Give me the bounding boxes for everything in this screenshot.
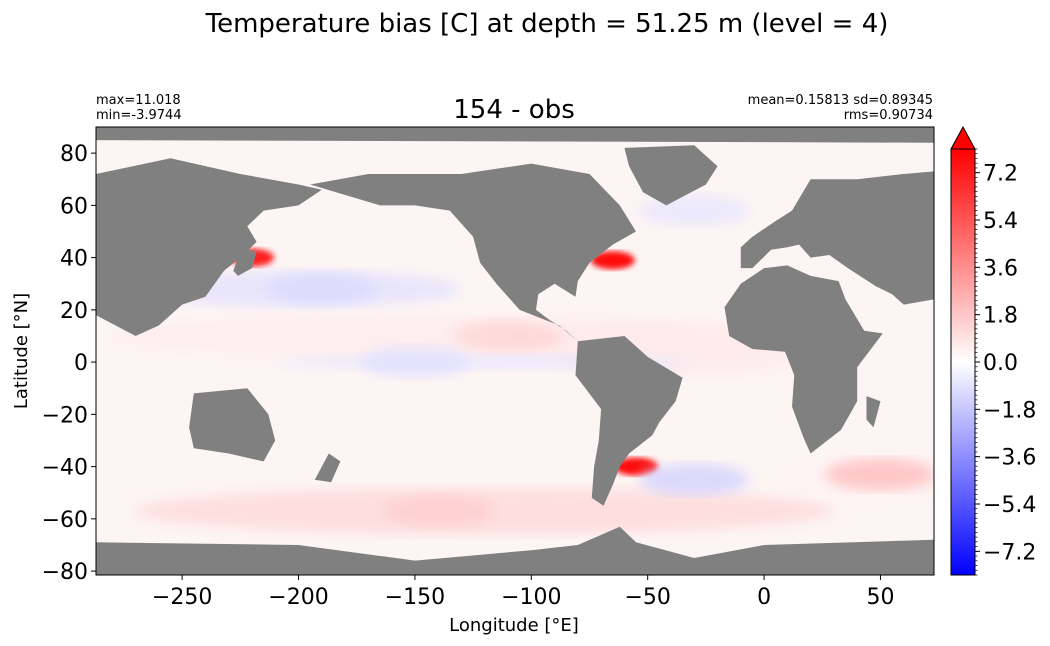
plot-frame [95,126,935,576]
y-tick-label: −40 [42,456,88,481]
x-tick-label: −50 [624,585,670,610]
x-tick-label: −100 [501,585,561,610]
bias-feature-6 [359,346,470,379]
colorbar-tick-label: 0.0 [983,351,1018,376]
x-tick-label: −250 [152,585,212,610]
land-madagascar [866,396,881,428]
bias-feature-3 [383,495,494,527]
y-tick-label: 20 [60,299,88,324]
colorbar-tick-label: 7.2 [983,162,1018,187]
stats-right-rms: rms=0.90734 [844,108,933,123]
stats-left-max: max=11.018 [96,93,181,108]
colorbar-tick-label: −5.4 [983,493,1036,518]
y-tick-label: 40 [60,247,88,272]
colorbar-tick-label: −3.6 [983,446,1036,471]
land-japan [233,247,257,276]
y-tick-label: −80 [42,560,88,585]
colorbar-extend-max-arrow [950,125,976,150]
y-tick-label: −60 [42,508,88,533]
land-greenland [624,145,718,206]
land-south-america [575,336,683,506]
y-axis-label: Latitude [°N] [11,293,32,409]
land-new-zealand [314,453,341,483]
y-tick-label: −20 [42,403,88,428]
suptitle: Temperature bias [C] at depth = 51.25 m … [205,9,889,39]
land-arctic-cap [96,127,934,143]
map-plot-area [96,127,934,575]
colorbar-tick-label: 5.4 [983,209,1018,234]
bias-feature-5 [453,319,564,352]
x-tick-label: 0 [757,585,771,610]
x-tick-label: −200 [268,585,328,610]
land-antarctica [96,526,934,575]
x-axis-label: Longitude [°E] [449,615,579,636]
x-tick-label: −150 [385,585,445,610]
y-tick-label: 0 [74,351,88,376]
land-north-america [310,163,636,342]
bias-feature-2 [614,457,659,476]
bias-feature-8 [639,463,750,496]
colorbar-tick-label: −1.8 [983,398,1036,423]
y-axis: −80 −60 −40 −20 0 20 40 60 80 [42,142,96,585]
x-axis: −250 −200 −150 −100 −50 0 50 [152,575,894,610]
chart-title: 154 - obs [453,95,575,125]
land-eurasia-west [740,171,934,305]
land-africa [724,265,883,454]
stats-left-min: min=-3.9744 [96,108,182,123]
bias-feature-4 [825,458,934,491]
y-tick-label: 60 [60,194,88,219]
bias-feature-7 [266,272,377,305]
stats-right-mean-sd: mean=0.15813 sd=0.89345 [748,93,933,108]
land-eurasia-east [96,158,322,336]
colorbar-gradient [950,148,976,576]
land-mask [96,127,934,575]
land-australia [189,388,276,462]
colorbar-ticks: −7.2 −5.4 −3.6 −1.8 0.0 1.8 3.6 5.4 7.2 [975,148,1036,576]
x-tick-label: 50 [866,585,894,610]
colorbar-tick-label: −7.2 [983,540,1036,565]
y-tick-label: 80 [60,142,88,167]
colorbar-tick-label: 1.8 [983,304,1018,329]
colorbar-tick-label: 3.6 [983,256,1018,281]
colorbar: −7.2 −5.4 −3.6 −1.8 0.0 1.8 3.6 5.4 7.2 [950,125,1036,576]
bias-feature-1 [590,251,635,270]
